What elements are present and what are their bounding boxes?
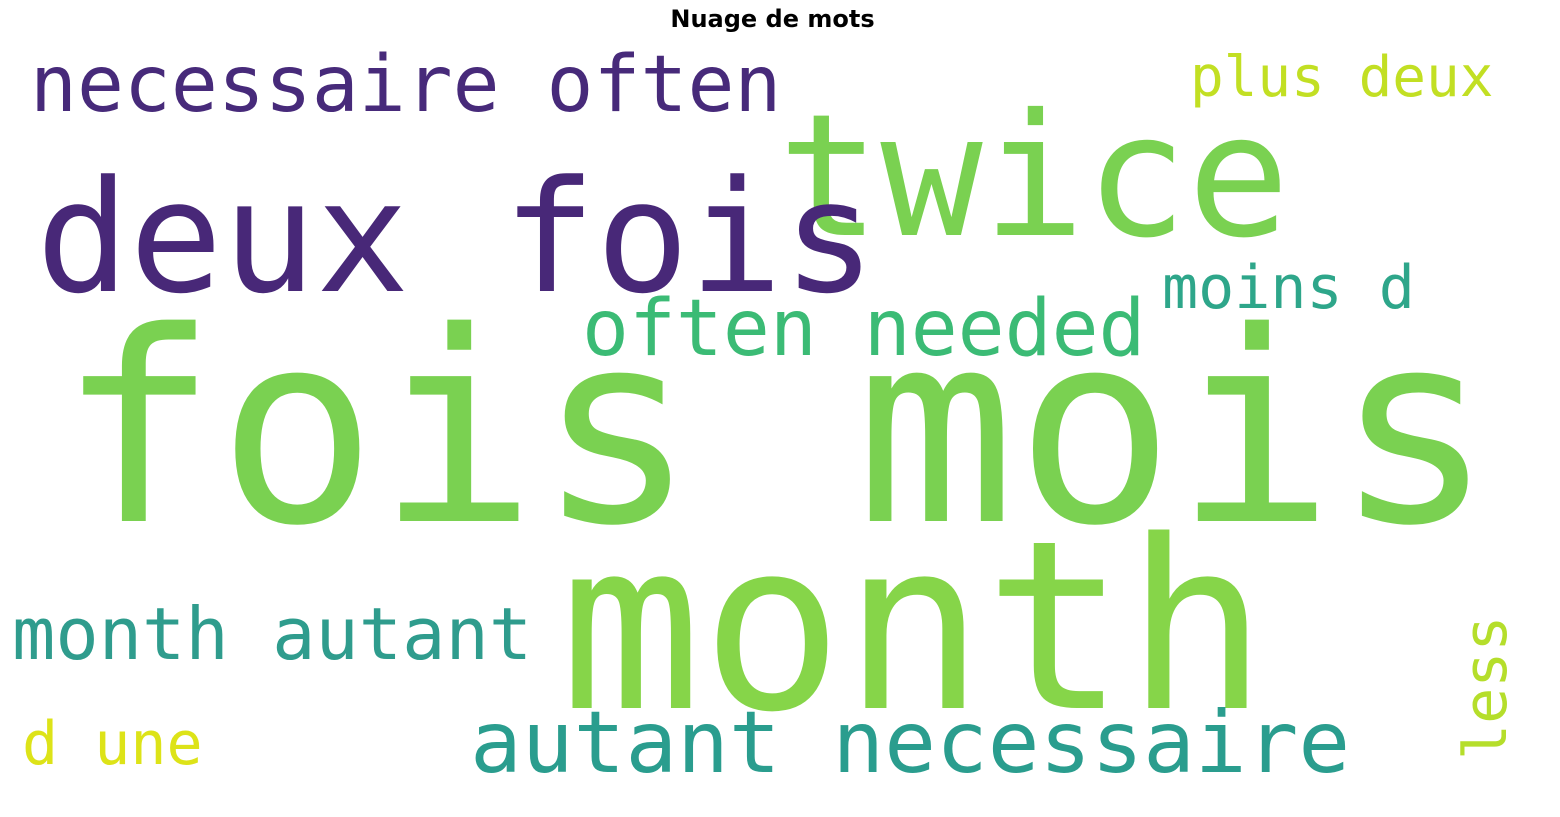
word-less: less (1451, 615, 1521, 761)
word-necessaire-often: necessaire often (30, 40, 782, 130)
word-d-une: d une (22, 709, 203, 779)
word-fois-mois: fois mois (58, 276, 1494, 584)
word-month: month (560, 491, 1268, 764)
word-moins-d: moins d (1162, 253, 1415, 323)
chart-title: Nuage de mots (670, 5, 875, 33)
word-plus-deux: plus deux (1190, 45, 1494, 110)
word-deux-fois: deux fois (36, 147, 876, 328)
word-month-autant: month autant (12, 592, 533, 676)
word-autant-necessaire: autant necessaire (470, 693, 1351, 793)
word-often-needed: often needed (582, 284, 1146, 374)
word-twice: twice (778, 78, 1290, 276)
